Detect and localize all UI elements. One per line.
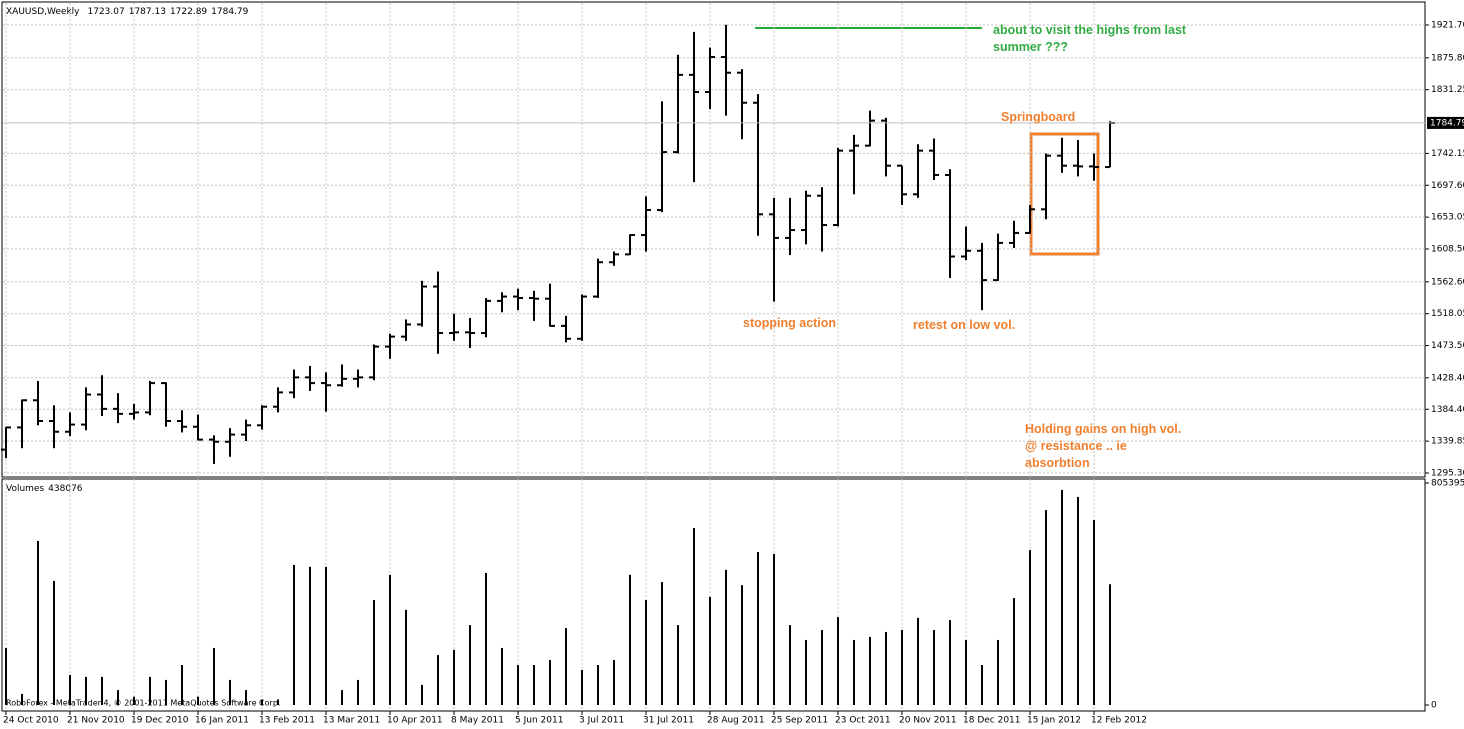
annotation: Holding gains on high vol. @ resistance …: [1025, 422, 1182, 470]
x-tick-label: 18 Dec 2011: [963, 716, 1021, 726]
x-tick-label: 3 Jul 2011: [579, 716, 624, 726]
volume-pane: [1, 478, 1426, 712]
x-tick-label: 24 Oct 2010: [3, 716, 59, 726]
annotation: Springboard: [1001, 110, 1076, 124]
y-tick-label: 1653.05: [1431, 213, 1464, 223]
x-tick-label: 8 May 2011: [451, 716, 504, 726]
copyright: RoboForex - MetaTrader 4, © 2001-2011 Me…: [6, 699, 280, 708]
y-tick-label: 1921.70: [1431, 21, 1464, 31]
y-tick-label: 1295.30: [1431, 469, 1464, 479]
x-tick-label: 16 Jan 2011: [195, 716, 249, 726]
price-pane: [1, 1, 1426, 478]
x-tick-label: 15 Jan 2012: [1027, 716, 1081, 726]
y-tick-label: 1384.40: [1431, 405, 1464, 415]
y-tick-label: 1428.40: [1431, 373, 1464, 383]
last-price-label: 1784.79: [1430, 118, 1464, 128]
y-tick-label: 1875.80: [1431, 53, 1464, 63]
y-tick-label: 0: [1431, 701, 1437, 711]
y-tick-label: 1697.60: [1431, 181, 1464, 191]
symbol: XAUUSD,Weekly: [6, 7, 80, 17]
last-open: 1723.07: [88, 7, 125, 17]
volume-header: Volumes 438076: [6, 484, 83, 494]
x-tick-label: 5 Jun 2011: [515, 716, 563, 726]
x-tick-label: 10 Apr 2011: [387, 716, 443, 726]
x-tick-label: 21 Nov 2010: [67, 716, 125, 726]
price-header: XAUUSD,Weekly 1723.07 1787.13 1722.89 1784.7…: [6, 7, 249, 17]
y-tick-label: 805395: [1431, 479, 1464, 489]
springboard-box: [1029, 132, 1100, 256]
y-tick-label: 1831.25: [1431, 85, 1464, 95]
x-tick-label: 20 Nov 2011: [899, 716, 957, 726]
last-high: 1787.13: [129, 7, 166, 17]
x-tick-label: 28 Aug 2011: [707, 716, 765, 726]
x-tick-label: 13 Mar 2011: [323, 716, 380, 726]
y-tick-label: 1339.85: [1431, 437, 1464, 447]
annotation: retest on low vol.: [913, 318, 1016, 332]
last-close: 1784.79: [211, 7, 248, 17]
last-price-box: [1427, 116, 1464, 129]
x-tick-label: 13 Feb 2011: [259, 716, 315, 726]
y-tick-label: 1608.50: [1431, 245, 1464, 255]
x-tick-label: 23 Oct 2011: [835, 716, 891, 726]
y-tick-label: 1518.05: [1431, 309, 1464, 319]
x-tick-label: 12 Feb 2012: [1091, 716, 1147, 726]
y-tick-label: 1473.50: [1431, 341, 1464, 351]
volume-title: Volumes: [6, 484, 44, 494]
x-tick-label: 25 Sep 2011: [771, 716, 828, 726]
x-tick-label: 19 Dec 2010: [131, 716, 189, 726]
y-tick-label: 1562.60: [1431, 277, 1464, 287]
annotation: stopping action: [743, 316, 837, 330]
last-low: 1722.89: [170, 7, 207, 17]
x-tick-label: 31 Jul 2011: [643, 716, 694, 726]
last-volume: 438076: [48, 484, 83, 494]
annotation: about to visit the highs from last summe…: [993, 23, 1187, 54]
y-tick-label: 1742.15: [1431, 149, 1464, 159]
